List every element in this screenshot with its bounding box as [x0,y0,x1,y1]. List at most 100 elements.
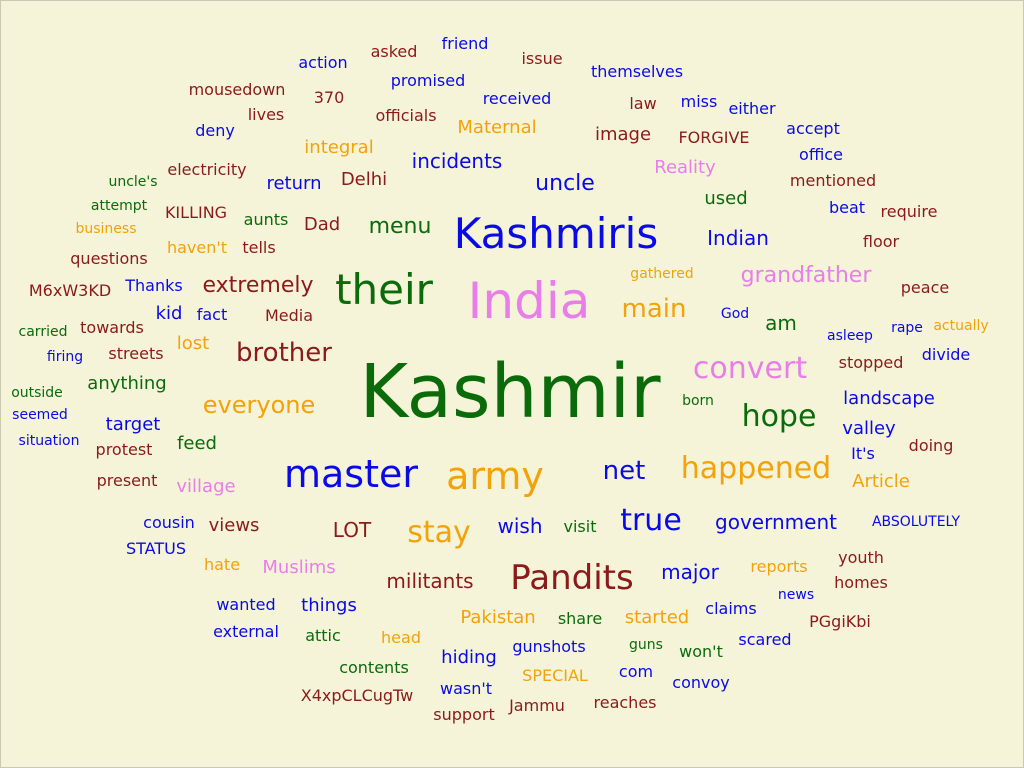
word-promised: promised [390,71,466,90]
word-mentioned: mentioned [789,171,877,190]
word-outside: outside [11,385,63,401]
word-stopped: stopped [838,353,904,372]
word-target: target [105,414,161,435]
word-major: major [661,560,719,584]
word-towards: towards [80,318,144,337]
word-extremely: extremely [202,273,314,298]
word-wish: wish [497,514,543,538]
word-am: am [765,311,797,335]
word-muslims: Muslims [262,557,336,578]
word-anything: anything [87,373,167,394]
word-head: head [381,628,421,647]
word-issue: issue [521,49,563,68]
word-firing: firing [46,349,84,365]
word-delhi: Delhi [340,169,388,190]
word-either: either [728,99,776,118]
word-present: present [96,471,158,490]
word-militants: militants [386,569,474,593]
word-share: share [557,609,603,628]
word-situation: situation [18,433,80,449]
word-contents: contents [339,658,409,677]
word-village: village [176,476,236,497]
word-require: require [880,202,938,221]
word-true: true [620,503,682,538]
word-image: image [594,124,652,145]
word-killing: KILLING [164,203,228,222]
word-their: their [335,265,433,314]
word-started: started [624,607,690,628]
word-rape: rape [891,320,923,336]
word-used: used [704,188,748,209]
word-hiding: hiding [441,647,497,668]
word-valley: valley [842,418,896,439]
word-absolutely: ABSOLUTELY [871,514,961,530]
word-gathered: gathered [630,266,694,282]
word-master: master [283,452,419,496]
word-tells: tells [242,238,276,257]
word-hope: hope [741,399,817,434]
word-peace: peace [900,278,950,297]
word-floor: floor [862,232,900,251]
word-mousedown: mousedown [188,80,286,99]
word-government: government [715,510,837,534]
word-aunts: aunts [243,210,289,229]
word-visit: visit [563,517,597,536]
word-asked: asked [370,42,418,61]
word-things: things [301,595,357,616]
word-net: net [602,456,646,486]
word-integral: integral [304,137,374,158]
word-everyone: everyone [202,391,316,419]
word-uncle: uncle [535,171,595,196]
word-it-s: It's [851,444,875,463]
word-news: news [777,587,815,603]
word-themselves: themselves [590,62,684,81]
word-indian: Indian [707,226,769,250]
word-beat: beat [828,198,866,217]
word-main: main [621,294,687,324]
word-370: 370 [313,88,345,107]
word-accept: accept [786,119,840,138]
word-wasn-t: wasn't [439,679,493,698]
word-haven-t: haven't [166,238,228,257]
word-stay: stay [407,515,471,550]
word-convoy: convoy [672,673,730,692]
word-won-t: won't [679,642,723,661]
word-x4xpclcugtw: X4xpCLCugTw [300,686,414,705]
word-pggikbi: PGgiKbi [809,612,871,631]
word-fact: fact [196,305,228,324]
word-reality: Reality [654,157,716,178]
word-pakistan: Pakistan [460,607,536,628]
word-uncle-s: uncle's [108,174,158,190]
word-lot: LOT [332,518,372,542]
word-law: law [629,94,657,113]
word-business: business [75,221,137,237]
word-status: STATUS [125,539,187,558]
word-asleep: asleep [827,328,873,344]
word-homes: homes [834,573,888,592]
word-maternal: Maternal [457,117,537,138]
word-grandfather: grandfather [740,263,872,288]
word-brother: brother [236,338,332,368]
word-cousin: cousin [143,513,195,532]
word-divide: divide [921,345,971,364]
word-lost: lost [176,333,210,354]
word-media: Media [264,306,314,325]
word-carried: carried [18,324,68,340]
word-article: Article [852,471,910,492]
word-born: born [682,393,714,409]
word-external: external [213,622,279,641]
word-kashmiris: Kashmiris [453,209,659,258]
word-army: army [446,454,544,498]
word-feed: feed [177,433,217,454]
word-views: views [208,515,260,536]
word-hate: hate [203,555,241,574]
word-streets: streets [108,344,164,363]
word-kashmir: Kashmir [359,349,661,435]
word-special: SPECIAL [522,666,588,685]
word-seemed: seemed [12,407,68,423]
word-support: support [433,705,495,724]
word-landscape: landscape [843,388,935,409]
word-actually: actually [933,318,989,334]
word-m6xw3kd: M6xW3KD [28,281,112,300]
